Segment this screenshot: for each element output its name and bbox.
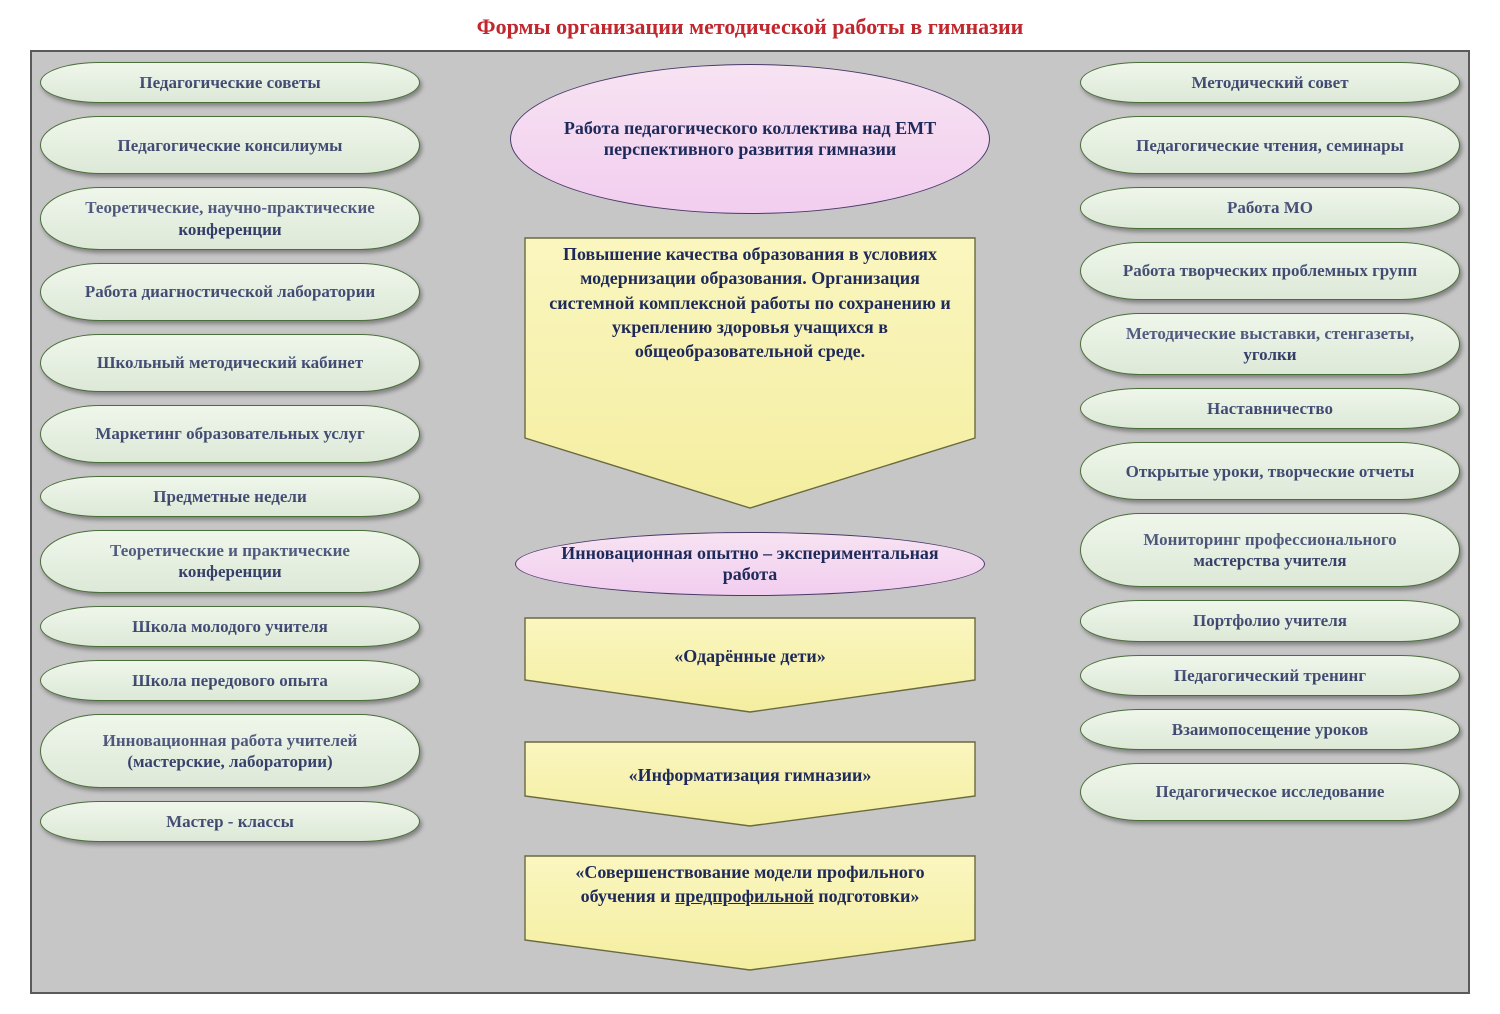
right-pill: Мониторинг профессионального мастерства … — [1080, 513, 1460, 587]
left-pill: Школьный методический кабинет — [40, 334, 420, 392]
right-pill: Работа творческих проблемных групп — [1080, 242, 1460, 300]
pill-label: Наставничество — [1207, 399, 1333, 418]
left-pill: Теоретические, научно-практические конфе… — [40, 187, 420, 250]
center-arrow-a: «Одарённые дети» — [515, 610, 985, 720]
arrow-c-underline: предпрофильной — [675, 886, 814, 906]
right-pill: Методический совет — [1080, 62, 1460, 103]
center-arrow-c: «Совершенствование модели профильного об… — [515, 848, 985, 978]
left-pill: Работа диагностической лаборатории — [40, 263, 420, 321]
right-pill: Взаимопосещение уроков — [1080, 709, 1460, 750]
pill-label: Работа творческих проблемных групп — [1123, 260, 1417, 281]
pill-label: Мониторинг профессионального мастерства … — [1109, 529, 1431, 572]
pill-label: Работа диагностической лаборатории — [85, 281, 375, 302]
page-title: Формы организации методической работы в … — [0, 0, 1500, 50]
left-pill: Предметные недели — [40, 476, 420, 517]
pill-label: Школа молодого учителя — [132, 617, 328, 636]
right-pill: Портфолио учителя — [1080, 600, 1460, 641]
pill-label: Педагогические чтения, семинары — [1136, 135, 1404, 156]
right-pill: Педагогические чтения, семинары — [1080, 116, 1460, 174]
diagram-canvas: Педагогические советы Педагогические конс… — [30, 50, 1470, 994]
left-pill: Педагогические консилиумы — [40, 116, 420, 174]
pill-label: Предметные недели — [153, 487, 307, 506]
pill-label: Школьный методический кабинет — [97, 352, 363, 373]
pill-label: Педагогическое исследование — [1156, 781, 1385, 802]
right-pill: Наставничество — [1080, 388, 1460, 429]
pill-label: Взаимопосещение уроков — [1172, 720, 1368, 739]
ellipse-text: Инновационная опытно – экспериментальная… — [560, 543, 940, 585]
left-pill: Маркетинг образовательных услуг — [40, 405, 420, 463]
left-pill: Инновационная работа учителей (мастерски… — [40, 714, 420, 788]
right-pill: Педагогическое исследование — [1080, 763, 1460, 821]
arrow-text: Повышение качества образования в условия… — [515, 228, 985, 518]
center-arrow-big: Повышение качества образования в условия… — [515, 228, 985, 518]
pill-label: Маркетинг образовательных услуг — [95, 423, 364, 444]
pill-label: Методические выставки, стенгазеты, уголк… — [1109, 323, 1431, 366]
left-pill: Педагогические советы — [40, 62, 420, 103]
center-arrow-b: «Информатизация гимназии» — [515, 734, 985, 834]
right-pill: Педагогический тренинг — [1080, 655, 1460, 696]
pill-label: Открытые уроки, творческие отчеты — [1126, 461, 1415, 482]
left-pill: Теоретические и практические конференции — [40, 530, 420, 593]
arrow-text: «Одарённые дети» — [515, 610, 985, 720]
pill-label: Теоретические, научно-практические конфе… — [69, 197, 391, 240]
left-pill: Школа передового опыта — [40, 660, 420, 701]
right-pill: Открытые уроки, творческие отчеты — [1080, 442, 1460, 500]
right-pill: Работа МО — [1080, 187, 1460, 228]
arrow-text: «Информатизация гимназии» — [515, 734, 985, 834]
center-column: Работа педагогического коллектива над ЕМ… — [442, 62, 1058, 978]
pill-label: Педагогические советы — [139, 73, 320, 92]
pill-label: Школа передового опыта — [132, 671, 328, 690]
left-pill: Мастер - классы — [40, 801, 420, 842]
pill-label: Инновационная работа учителей (мастерски… — [69, 730, 391, 773]
right-column: Методический совет Педагогические чтения,… — [1080, 62, 1460, 821]
pill-label: Педагогические консилиумы — [118, 135, 343, 156]
pill-label: Педагогический тренинг — [1174, 666, 1366, 685]
pill-label: Работа МО — [1227, 198, 1313, 217]
left-column: Педагогические советы Педагогические конс… — [40, 62, 420, 842]
center-ellipse-main: Работа педагогического коллектива над ЕМ… — [510, 64, 990, 214]
pill-label: Методический совет — [1191, 73, 1348, 92]
right-pill: Методические выставки, стенгазеты, уголк… — [1080, 313, 1460, 376]
arrow-text: «Совершенствование модели профильного об… — [515, 848, 985, 978]
pill-label: Теоретические и практические конференции — [69, 540, 391, 583]
pill-label: Мастер - классы — [166, 812, 294, 831]
arrow-c-post: подготовки» — [814, 886, 920, 906]
center-ellipse-secondary: Инновационная опытно – экспериментальная… — [515, 532, 985, 596]
pill-label: Портфолио учителя — [1193, 611, 1347, 630]
left-pill: Школа молодого учителя — [40, 606, 420, 647]
ellipse-text: Работа педагогического коллектива над ЕМ… — [555, 118, 945, 160]
